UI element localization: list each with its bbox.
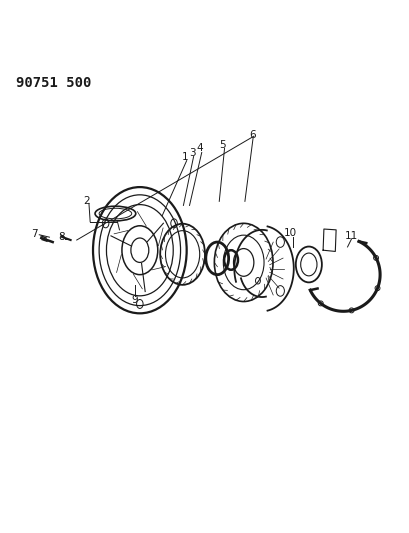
Text: 6: 6 — [249, 131, 256, 140]
Text: 9: 9 — [131, 295, 138, 305]
Text: 1: 1 — [182, 151, 188, 161]
Text: 5: 5 — [219, 140, 226, 150]
Text: 8: 8 — [58, 232, 65, 242]
Text: 3: 3 — [188, 148, 195, 158]
Text: 4: 4 — [196, 143, 203, 154]
Text: 7: 7 — [31, 229, 38, 239]
Text: 11: 11 — [344, 231, 357, 240]
Text: 10: 10 — [283, 228, 297, 238]
Text: 2: 2 — [83, 196, 90, 206]
Text: 90751 500: 90751 500 — [16, 76, 91, 90]
